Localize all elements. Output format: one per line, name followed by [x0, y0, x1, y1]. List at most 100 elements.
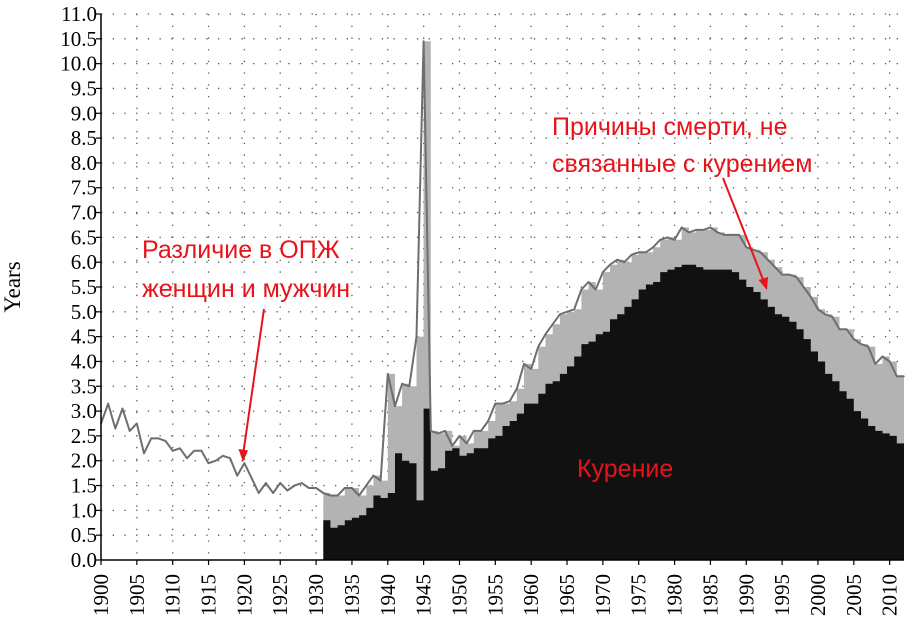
point-sex-gap: [408, 385, 411, 388]
x-tick-label: 1955: [483, 574, 507, 616]
point-sex-gap: [652, 246, 654, 249]
point-sex-gap: [817, 308, 819, 311]
point-sex-gap: [487, 420, 489, 422]
point-sex-gap: [222, 454, 224, 457]
point-sex-gap: [752, 248, 755, 251]
point-sex-gap: [114, 427, 117, 430]
point-sex-gap: [508, 400, 511, 402]
point-sex-gap: [315, 487, 317, 489]
y-tick-label: 9.0: [71, 101, 97, 125]
point-sex-gap: [723, 234, 726, 236]
point-sex-gap: [831, 315, 834, 318]
y-tick-label: 8.5: [71, 126, 97, 150]
x-tick-label: 1980: [663, 574, 687, 616]
point-sex-gap: [845, 328, 848, 330]
point-sex-gap: [673, 239, 676, 241]
x-tick-label: 1915: [197, 574, 221, 616]
point-sex-gap: [623, 261, 626, 263]
annotation-nonsmoking-line-2: связанные с курением: [552, 150, 812, 178]
point-sex-gap: [336, 494, 339, 497]
point-sex-gap: [372, 474, 375, 477]
area-smoking: [323, 264, 904, 560]
y-tick-label: 1.0: [71, 498, 97, 522]
point-sex-gap: [214, 459, 217, 462]
x-tick-label: 1925: [268, 574, 292, 616]
point-sex-gap: [766, 258, 769, 261]
y-tick-label: 0.0: [71, 548, 97, 572]
annotation-nonsmoking: Причины смерти, не связанные с курением: [552, 113, 812, 290]
point-sex-gap: [637, 251, 640, 254]
y-tick-label: 7.5: [71, 176, 97, 200]
point-sex-gap: [738, 234, 740, 236]
point-sex-gap: [200, 450, 203, 452]
annotation-smoking: Курение: [577, 455, 673, 483]
annotation-sex-gap-line-1: Различие в ОПЖ: [142, 236, 340, 264]
y-tick-label: 10.5: [60, 27, 97, 51]
point-sex-gap: [365, 484, 368, 487]
y-tick-label: 4.0: [71, 349, 97, 373]
point-sex-gap: [422, 40, 425, 43]
point-sex-gap: [157, 437, 160, 440]
point-sex-gap: [379, 479, 382, 482]
point-sex-gap: [824, 313, 826, 316]
y-tick-label: 4.5: [71, 325, 97, 349]
point-sex-gap: [494, 402, 497, 405]
point-sex-gap: [580, 288, 583, 291]
x-tick-label: 1990: [734, 574, 758, 616]
x-tick-label: 1905: [125, 574, 149, 616]
point-sex-gap: [451, 445, 454, 447]
point-sex-gap: [329, 494, 332, 497]
point-sex-gap: [874, 363, 877, 365]
point-sex-gap: [501, 402, 504, 405]
point-sex-gap: [107, 402, 109, 405]
x-tick-label: 1910: [161, 574, 185, 616]
y-tick-label: 6.0: [71, 250, 97, 274]
point-sex-gap: [530, 368, 532, 370]
point-sex-gap: [853, 338, 855, 340]
annotation-nonsmoking-line-1: Причины смерти, не: [552, 113, 788, 141]
x-tick-label: 1950: [448, 574, 472, 616]
y-tick-label: 10.0: [60, 52, 97, 76]
point-sex-gap: [659, 239, 662, 241]
annotation-sex-gap-line-2: женщин и мужчин: [142, 275, 350, 303]
point-sex-gap: [688, 231, 690, 234]
data-points: [100, 40, 905, 497]
point-sex-gap: [193, 450, 196, 452]
point-sex-gap: [587, 281, 590, 283]
point-sex-gap: [559, 313, 561, 316]
point-sex-gap: [300, 482, 303, 484]
y-tick-label: 9.5: [71, 76, 97, 100]
x-tick-label: 1985: [698, 574, 722, 616]
point-sex-gap: [881, 355, 884, 358]
x-tick-label: 2000: [806, 574, 830, 616]
point-sex-gap: [573, 308, 575, 311]
point-sex-gap: [867, 345, 869, 348]
point-sex-gap: [903, 375, 905, 378]
point-sex-gap: [594, 288, 597, 291]
point-sex-gap: [415, 335, 418, 338]
point-sex-gap: [128, 430, 131, 432]
point-sex-gap: [566, 311, 568, 313]
point-sex-gap: [860, 343, 862, 345]
point-sex-gap: [465, 442, 468, 445]
annotation-sex-gap-arrowhead: [238, 449, 248, 462]
point-sex-gap: [351, 487, 353, 489]
point-sex-gap: [523, 363, 525, 365]
x-tick-label: 1970: [591, 574, 615, 616]
point-sex-gap: [551, 323, 554, 326]
point-sex-gap: [293, 484, 296, 487]
point-sex-gap: [616, 258, 619, 261]
point-sex-gap: [745, 246, 748, 249]
point-sex-gap: [759, 251, 762, 254]
point-sex-gap: [645, 251, 647, 254]
point-sex-gap: [888, 360, 891, 363]
point-sex-gap: [358, 494, 360, 497]
y-tick-label: 11.0: [61, 2, 97, 26]
axes: [96, 13, 904, 565]
annotation-sex-gap-arrow: [242, 308, 265, 456]
x-tick-label: 1940: [376, 574, 400, 616]
annotation-nonsmoking-arrow: [722, 177, 765, 283]
point-sex-gap: [394, 405, 396, 407]
point-sex-gap: [286, 489, 289, 492]
